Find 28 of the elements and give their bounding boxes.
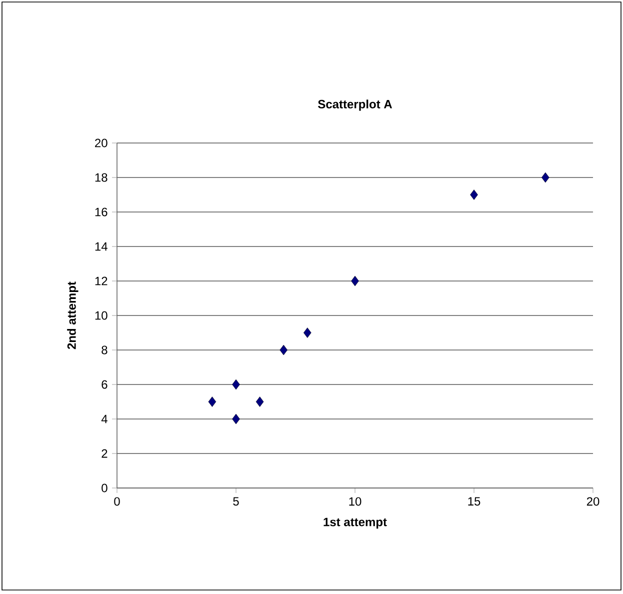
x-axis-title: 1st attempt xyxy=(324,518,387,529)
y-tick-label: 6 xyxy=(102,380,108,389)
y-tick-label: 16 xyxy=(95,208,108,216)
y-axis-title: 2nd attempt xyxy=(67,282,78,350)
point xyxy=(304,328,312,338)
y-tick-label: 20 xyxy=(95,138,108,148)
y-tick-label: 18 xyxy=(95,173,108,182)
x-tick-label: 5 xyxy=(233,497,239,506)
point xyxy=(232,414,240,424)
y-tick-label: 10 xyxy=(95,311,108,320)
point xyxy=(470,190,478,200)
point xyxy=(280,344,288,356)
x-tick-label: 15 xyxy=(468,497,480,506)
point xyxy=(351,276,359,286)
x-tick-label: 0 xyxy=(114,497,120,506)
x-tick-label: 10 xyxy=(349,497,362,506)
y-tick-label: 8 xyxy=(102,346,108,354)
point xyxy=(208,396,216,407)
point xyxy=(542,172,550,183)
y-tick-label: 0 xyxy=(102,484,108,492)
y-tick-label: 2 xyxy=(102,449,108,458)
chart-title: Scatterplot A xyxy=(318,100,392,111)
point xyxy=(256,396,264,407)
x-tick-label: 20 xyxy=(586,497,600,506)
y-tick-label: 4 xyxy=(101,414,108,424)
point xyxy=(232,379,240,390)
y-tick-label: 12 xyxy=(95,276,108,286)
y-tick-label: 14 xyxy=(95,242,108,251)
